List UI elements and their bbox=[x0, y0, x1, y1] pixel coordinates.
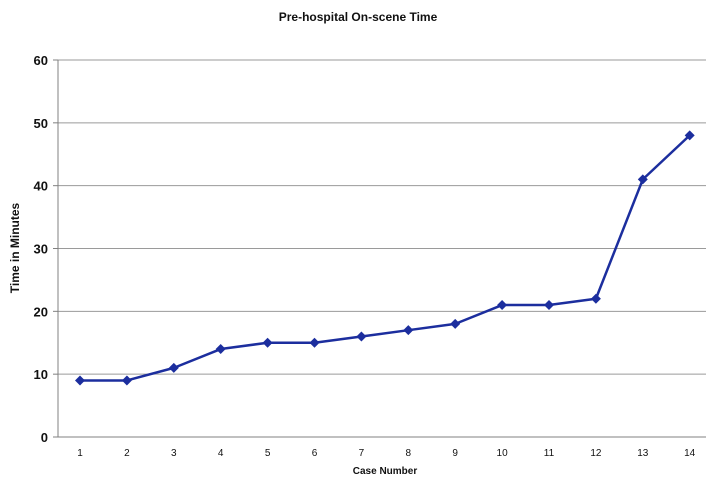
x-tick-label: 9 bbox=[452, 448, 458, 459]
data-point bbox=[121, 375, 132, 386]
x-tick-label: 12 bbox=[590, 448, 602, 459]
x-tick-label: 10 bbox=[497, 448, 509, 459]
x-tick-label: 7 bbox=[359, 448, 365, 459]
data-point bbox=[684, 130, 695, 141]
data-point bbox=[262, 337, 273, 348]
x-tick-label: 4 bbox=[218, 448, 224, 459]
x-tick-label: 13 bbox=[637, 448, 649, 459]
x-tick-label: 5 bbox=[265, 448, 271, 459]
data-point bbox=[403, 325, 414, 336]
x-axis-ticks: 1 2 3 4 5 6 7 8 9 10 11 12 13 14 bbox=[77, 448, 695, 459]
y-tick-label: 50 bbox=[34, 116, 48, 131]
y-tick-label: 60 bbox=[34, 53, 48, 68]
data-point bbox=[497, 300, 508, 311]
data-point bbox=[215, 344, 226, 355]
y-axis-ticks: 0 10 20 30 40 50 60 bbox=[34, 53, 58, 445]
x-tick-label: 3 bbox=[171, 448, 177, 459]
gridlines bbox=[58, 59, 706, 375]
y-tick-label: 0 bbox=[41, 430, 48, 445]
data-point bbox=[637, 174, 648, 185]
y-tick-label: 40 bbox=[34, 179, 48, 194]
y-tick-label: 20 bbox=[34, 304, 48, 319]
x-tick-label: 11 bbox=[544, 448, 555, 459]
y-tick-label: 10 bbox=[34, 367, 48, 382]
series bbox=[75, 130, 695, 386]
x-tick-label: 1 bbox=[77, 448, 83, 459]
x-tick-label: 8 bbox=[406, 448, 412, 459]
data-point bbox=[168, 362, 179, 373]
x-axis-title: Case Number bbox=[353, 466, 418, 477]
series-line bbox=[80, 134, 691, 382]
data-point bbox=[356, 331, 367, 342]
y-tick-label: 30 bbox=[34, 242, 48, 257]
data-point bbox=[590, 293, 601, 304]
chart-title: Pre-hospital On-scene Time bbox=[279, 10, 438, 24]
data-point bbox=[544, 300, 554, 311]
x-tick-label: 14 bbox=[684, 448, 696, 459]
data-point bbox=[75, 375, 85, 386]
x-tick-label: 2 bbox=[124, 448, 130, 459]
y-axis-title: Time in Minutes bbox=[8, 202, 22, 293]
data-point bbox=[309, 337, 320, 348]
data-point bbox=[450, 318, 461, 329]
x-tick-label: 6 bbox=[312, 448, 318, 459]
